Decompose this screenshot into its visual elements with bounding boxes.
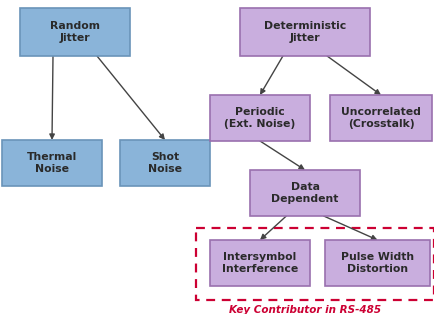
FancyBboxPatch shape [324, 240, 429, 286]
Text: Random
Jitter: Random Jitter [50, 21, 100, 43]
FancyBboxPatch shape [250, 170, 359, 216]
Bar [196, 228, 433, 300]
FancyBboxPatch shape [240, 8, 369, 56]
Text: Uncorrelated
(Crosstalk): Uncorrelated (Crosstalk) [340, 107, 420, 129]
FancyBboxPatch shape [120, 140, 210, 186]
FancyBboxPatch shape [210, 95, 309, 141]
Text: Intersymbol
Interference: Intersymbol Interference [221, 252, 297, 274]
FancyBboxPatch shape [329, 95, 431, 141]
Text: Pulse Width
Distortion: Pulse Width Distortion [340, 252, 413, 274]
Text: Key Contributor in RS-485: Key Contributor in RS-485 [228, 305, 380, 314]
Text: Periodic
(Ext. Noise): Periodic (Ext. Noise) [224, 107, 295, 129]
FancyBboxPatch shape [210, 240, 309, 286]
Text: Data
Dependent: Data Dependent [271, 182, 338, 204]
Text: Shot
Noise: Shot Noise [148, 152, 181, 174]
FancyBboxPatch shape [20, 8, 130, 56]
FancyBboxPatch shape [2, 140, 102, 186]
Text: Deterministic
Jitter: Deterministic Jitter [263, 21, 345, 43]
Text: Thermal
Noise: Thermal Noise [27, 152, 77, 174]
